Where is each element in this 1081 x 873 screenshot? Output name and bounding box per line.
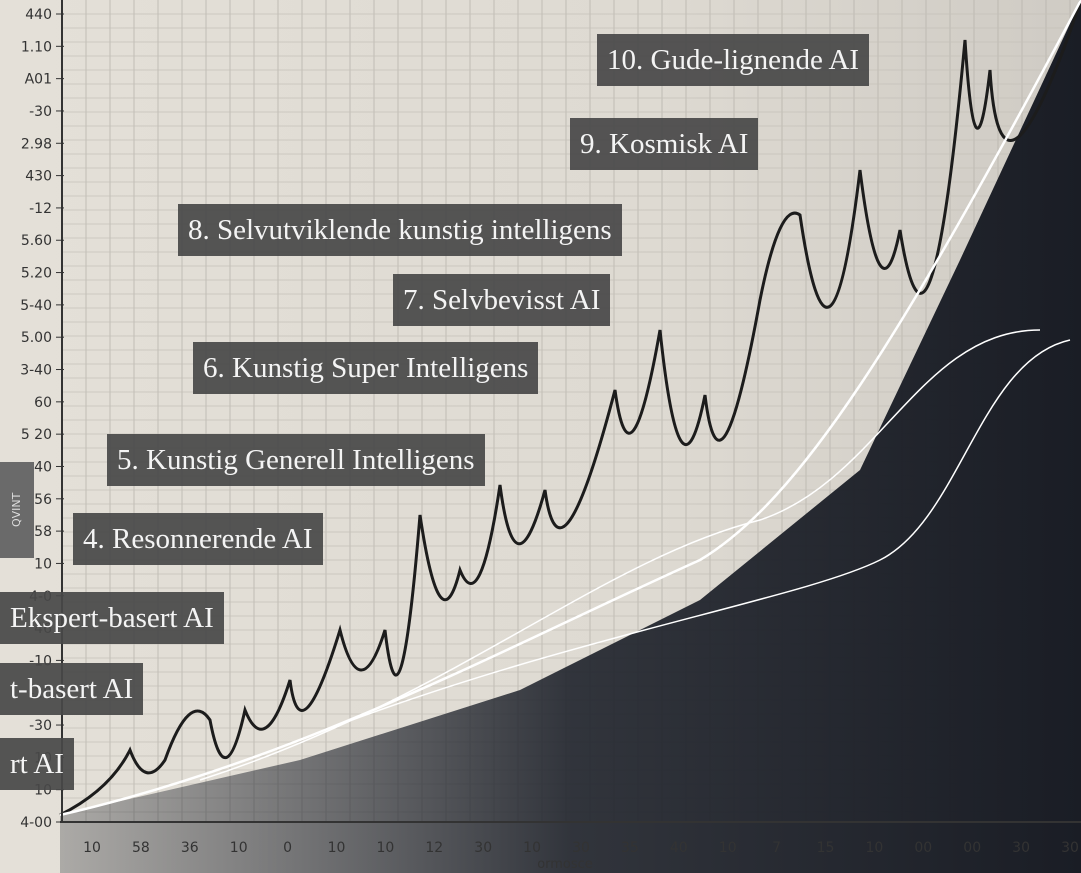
x-tick-label: 0: [283, 840, 292, 856]
y-tick-label: 40: [34, 459, 52, 475]
y-tick-label: 440: [25, 7, 52, 23]
x-tick-label: 40: [670, 840, 688, 856]
stage-label: 10. Gude-lignende AI: [597, 34, 870, 86]
y-tick-label: 3-40: [20, 363, 52, 379]
y-tick-label: 10: [34, 556, 52, 572]
x-tick-label: 00: [963, 840, 981, 856]
stage-label: t-basert AI: [0, 663, 144, 715]
peaks-curve: [59, 0, 1081, 817]
x-tick-label: 58: [132, 840, 150, 856]
dark-area: [60, 0, 1081, 873]
stage-label: 9. Kosmisk AI: [570, 118, 759, 170]
y-tick-label: 2.98: [21, 136, 52, 152]
y-tick-label: 5.20: [21, 266, 52, 282]
x-tick-label: 10: [523, 840, 541, 856]
growth-curve: [299, 339, 1071, 741]
stage-label: rt AI: [0, 738, 74, 790]
x-tick-label: 30: [1012, 840, 1030, 856]
x-tick-label: 35: [621, 840, 639, 856]
y-tick-label: 5.00: [21, 330, 52, 346]
x-tick-label: 10: [865, 840, 883, 856]
y-tick-label: 5.60: [21, 233, 52, 249]
y-tick-label: 1.10: [21, 39, 52, 55]
x-tick-label: 36: [181, 840, 199, 856]
y-tick-label: -30: [29, 718, 52, 734]
stage-label: 8. Selvutviklende kunstig intelligens: [178, 204, 622, 256]
x-axis-label: ormosce: [537, 857, 593, 872]
x-tick-label: 15: [817, 840, 835, 856]
x-tick-label: 00: [914, 840, 932, 856]
x-tick-label: 30: [474, 840, 492, 856]
x-tick-label: 10: [230, 840, 248, 856]
y-tick-label: 5 20: [21, 427, 52, 443]
y-tick-label: A01: [25, 72, 52, 88]
stage-label: 5. Kunstig Generell Intelligens: [107, 434, 485, 486]
y-tick-label: 60: [34, 395, 52, 411]
growth-curve: [59, 0, 1081, 817]
stage-label: 7. Selvbevisst AI: [393, 274, 611, 326]
x-tick-label: 30: [1061, 840, 1079, 856]
y-tick-label: -12: [29, 201, 52, 217]
stage-label: Ekspert-basert AI: [0, 592, 224, 644]
x-tick-label: 10: [376, 840, 394, 856]
side-tab[interactable]: QVINT: [0, 462, 34, 558]
y-tick-label: 430: [25, 169, 52, 185]
x-tick-label: 10: [328, 840, 346, 856]
y-tick-label: 5-40: [20, 298, 52, 314]
stage-label: 6. Kunstig Super Intelligens: [193, 342, 539, 394]
x-tick-label: 10: [83, 840, 101, 856]
x-tick-label: 30: [572, 840, 590, 856]
stage-label: 4. Resonnerende AI: [73, 513, 323, 565]
y-tick-label: -30: [29, 104, 52, 120]
x-tick-label: 10: [719, 840, 737, 856]
x-tick-label: 7: [772, 840, 781, 856]
y-tick-label: 58: [34, 524, 52, 540]
x-tick-label: 12: [425, 840, 443, 856]
y-tick-label: 56: [34, 492, 52, 508]
growth-curve: [199, 329, 1041, 781]
y-tick-label: 4-00: [20, 815, 52, 831]
